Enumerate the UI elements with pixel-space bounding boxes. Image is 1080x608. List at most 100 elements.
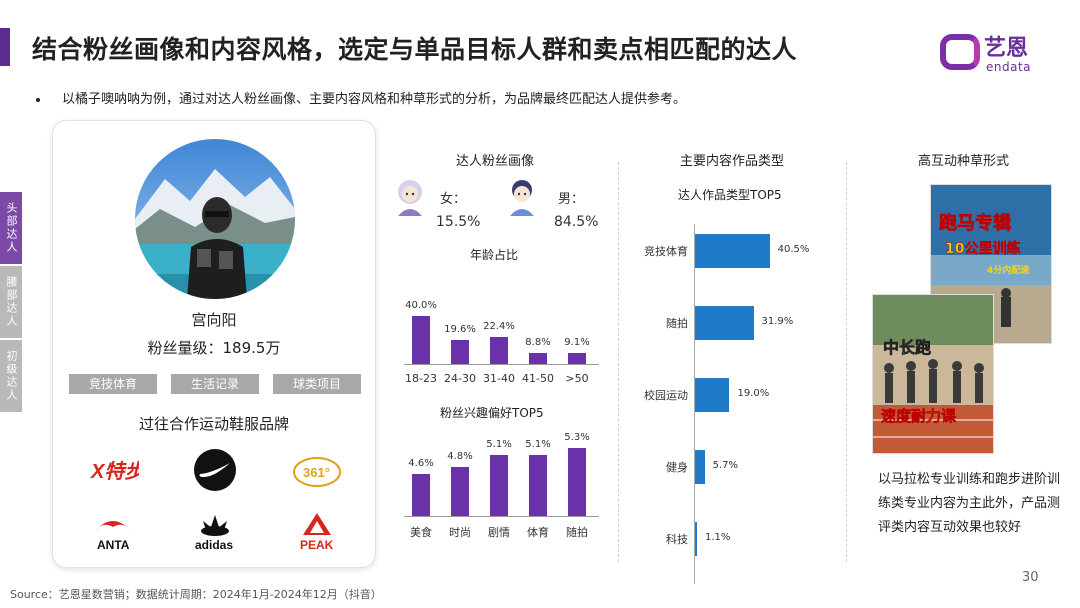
fans-count: 粉丝量级：189.5万 — [147, 339, 281, 357]
content-bar — [694, 378, 730, 412]
adidas-logo-icon: adidas — [189, 509, 241, 555]
influencer-name: 宫向阳 — [191, 311, 237, 329]
interest-category-label: 随拍 — [566, 526, 588, 539]
age-value-label: 9.1% — [564, 337, 590, 349]
age-category-label: 18-23 — [405, 372, 437, 385]
female-value: 15.5% — [436, 214, 481, 230]
peak-logo-icon: PEAK — [291, 509, 343, 555]
361-logo-text: 361° — [303, 465, 330, 480]
female-label: 女： — [440, 192, 467, 207]
content-y-axis — [694, 224, 695, 584]
xtep-logo-text: X特步 — [90, 460, 139, 483]
anta-logo-text: ANTA — [97, 538, 130, 552]
interest-x-axis — [404, 516, 599, 517]
male-value: 84.5% — [554, 214, 599, 230]
age-bar — [451, 340, 469, 364]
anta-logo-icon: ANTA — [87, 509, 139, 555]
age-category-label: 41-50 — [522, 372, 554, 385]
logo-cn-text: 艺恩 — [984, 36, 1029, 61]
content-value-label: 5.7% — [712, 460, 739, 471]
tag-competitive-sports: 竞技体育 — [69, 374, 157, 394]
avatar-photo — [135, 139, 295, 299]
age-category-label: >50 — [565, 372, 589, 385]
male-icon — [510, 180, 534, 216]
page-number: 30 — [1022, 570, 1039, 585]
interest-bar — [568, 447, 586, 516]
interest-value-label: 4.6% — [408, 458, 434, 470]
content-bar — [694, 450, 705, 484]
interest-value-label: 5.1% — [486, 439, 512, 451]
age-chart-title: 年龄占比 — [470, 248, 519, 262]
interest-bar — [490, 455, 508, 516]
content-category-label: 随拍 — [666, 317, 688, 330]
adidas-logo-text: adidas — [195, 538, 233, 552]
influencer-tags: 竞技体育 生活记录 球类项目 — [69, 374, 361, 394]
interest-category-label: 体育 — [527, 526, 549, 539]
content-value-label: 40.5% — [777, 244, 810, 255]
side-tab-junior[interactable]: 初级达人 — [0, 340, 22, 412]
age-value-label: 22.4% — [483, 321, 515, 333]
content-category-label: 竞技体育 — [644, 245, 688, 258]
divider-1 — [618, 162, 619, 562]
title-accent-bar — [0, 28, 10, 66]
content-value-label: 19.0% — [737, 388, 770, 399]
age-category-label: 31-40 — [483, 372, 515, 385]
age-bar — [412, 316, 430, 364]
side-tabs: 头部达人 腰部达人 初级达人 — [0, 192, 22, 414]
content-section-title: 主要内容作品类型 — [680, 154, 785, 169]
divider-2 — [846, 162, 847, 562]
interest-bar — [451, 466, 469, 516]
interest-value-label: 4.8% — [447, 450, 473, 462]
brands-title: 过往合作运动鞋服品牌 — [138, 415, 289, 433]
content-bar — [694, 306, 754, 340]
avatar — [135, 139, 295, 299]
content-value-label: 31.9% — [761, 316, 794, 327]
age-bar — [490, 337, 508, 364]
content-value-label: 1.1% — [705, 532, 731, 543]
female-icon — [398, 180, 422, 216]
male-label: 男： — [558, 192, 585, 207]
content-bar — [694, 522, 697, 556]
subtitle-text: 以橘子噢呐呐为例，通过对达人粉丝画像、主要内容风格和种草形式的分析，为品牌最终匹… — [62, 92, 687, 107]
age-bar — [529, 353, 547, 364]
age-value-label: 40.0% — [405, 300, 437, 311]
interest-value-label: 5.3% — [564, 431, 590, 443]
page-subtitle: 以橘子噢呐呐为例，通过对达人粉丝画像、主要内容风格和种草形式的分析，为品牌最终匹… — [36, 88, 686, 107]
fan-profile-title: 达人粉丝画像 — [456, 154, 535, 169]
interest-category-label: 剧情 — [488, 526, 510, 539]
photo1-caption-1: 跑马专辑 — [939, 212, 1011, 234]
age-value-label: 8.8% — [525, 337, 551, 349]
content-category-label: 健身 — [666, 461, 688, 474]
content-bar — [694, 234, 770, 268]
endata-logo-icon — [940, 34, 980, 70]
interest-category-label: 美食 — [410, 526, 432, 539]
interest-bar — [412, 474, 430, 516]
interest-category-label: 时尚 — [449, 526, 471, 539]
interaction-description: 以马拉松专业训练和跑步进阶训练类专业内容为主此外，产品测评类内容互动效果也较好 — [878, 472, 1061, 535]
side-tab-waist[interactable]: 腰部达人 — [0, 266, 22, 338]
interest-value-label: 5.1% — [525, 439, 551, 451]
age-x-axis — [404, 364, 599, 365]
interest-bar — [529, 455, 547, 516]
361-logo-icon: 361° — [291, 449, 343, 495]
content-category-label: 科技 — [666, 533, 688, 546]
bullet-icon — [36, 97, 40, 102]
photo2-caption-1: 中长跑 — [883, 338, 931, 357]
interaction-section-title: 高互动种草形式 — [918, 154, 1010, 169]
tag-life-record: 生活记录 — [171, 374, 259, 394]
photo1-caption-3: 4分内配速 — [987, 264, 1029, 276]
endata-logo: 艺恩 endata — [940, 30, 1050, 76]
middle-distance-photo: 中长跑 速度耐力课 — [872, 294, 994, 454]
content-chart-title: 达人作品类型TOP5 — [678, 188, 782, 202]
age-category-label: 24-30 — [444, 372, 476, 385]
influencer-card: 宫向阳 粉丝量级：189.5万 竞技体育 生活记录 球类项目 过往合作运动鞋服品… — [52, 120, 376, 568]
nike-logo-icon — [189, 447, 241, 493]
age-bar — [568, 353, 586, 364]
tag-ball-sports: 球类项目 — [273, 374, 361, 394]
photo1-caption-2: 10公里训练 — [945, 240, 1020, 257]
xtep-logo-icon: X特步 — [87, 449, 139, 495]
age-value-label: 19.6% — [444, 324, 476, 336]
logo-en-text: endata — [986, 60, 1032, 74]
side-tab-head[interactable]: 头部达人 — [0, 192, 22, 264]
content-category-label: 校园运动 — [644, 389, 688, 402]
